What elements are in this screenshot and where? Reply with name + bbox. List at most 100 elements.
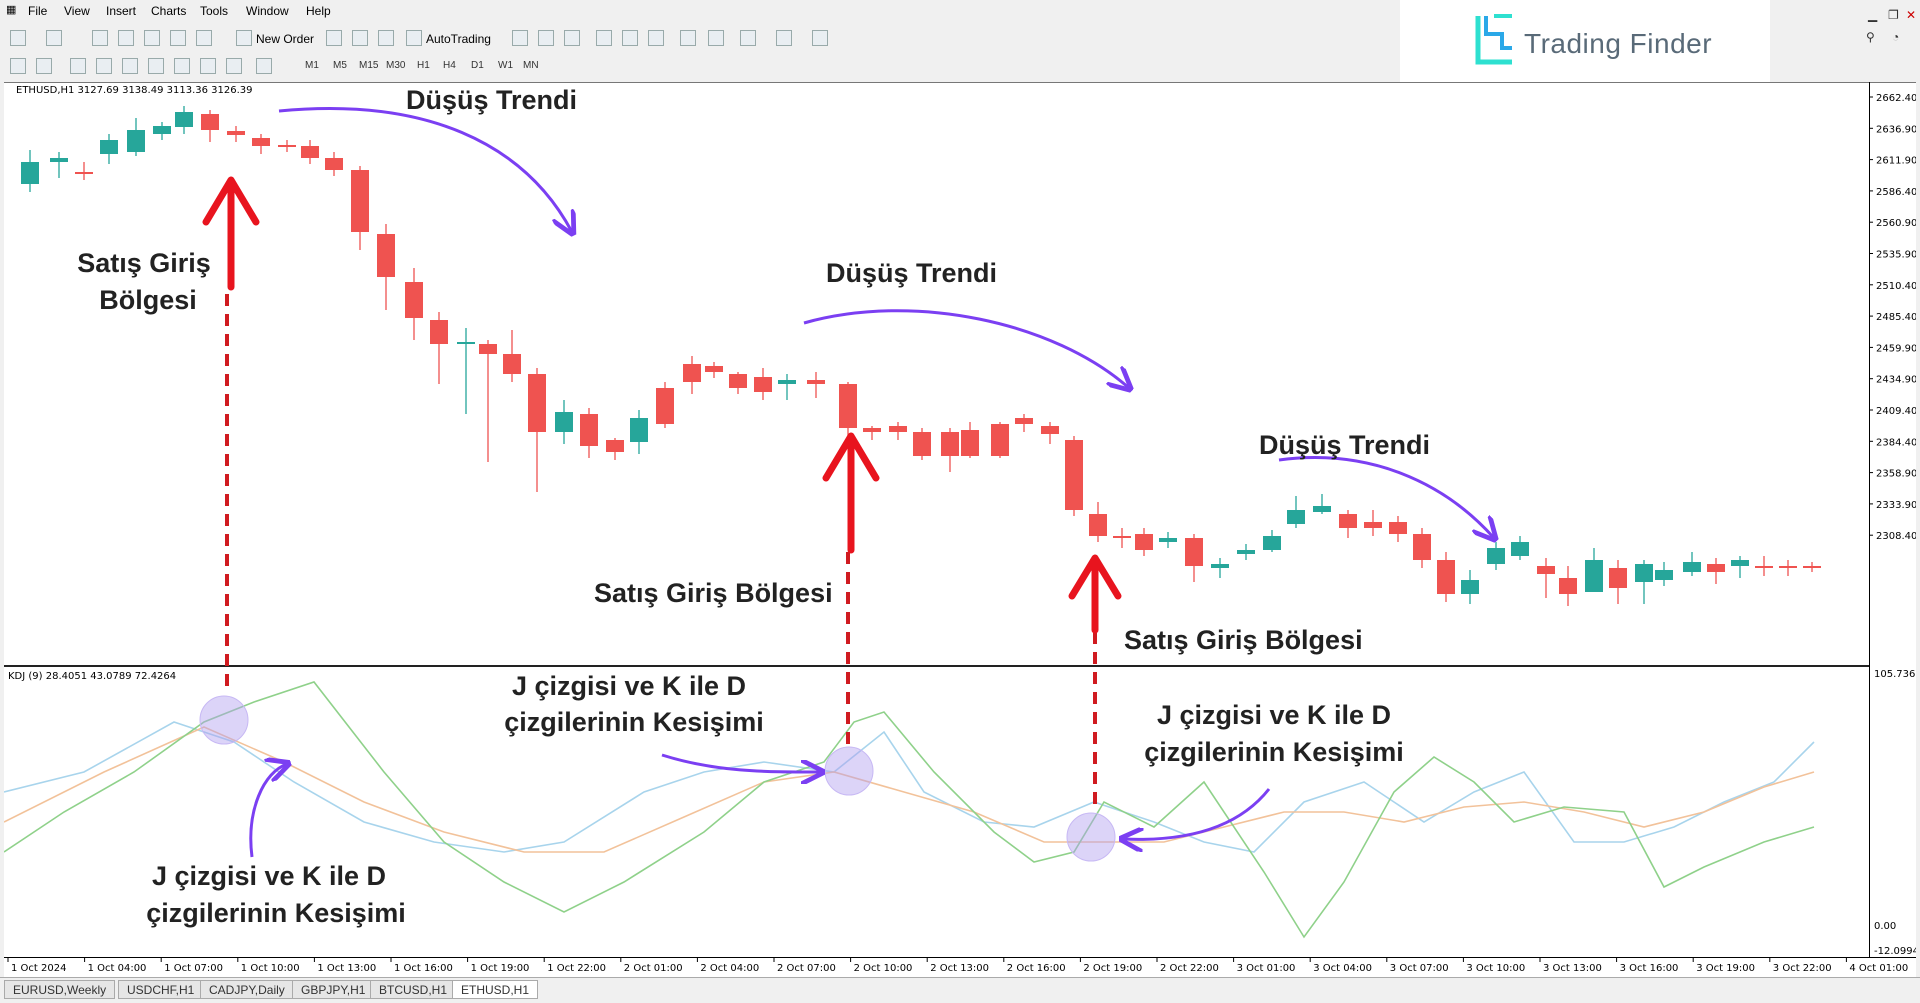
channel-icon[interactable] <box>148 58 164 74</box>
cross-label-1-line1: J çizgisi ve K ile D <box>152 861 386 891</box>
text-icon[interactable] <box>200 58 216 74</box>
zoom-in-icon[interactable] <box>596 30 612 46</box>
close-icon[interactable]: ✕ <box>1906 8 1917 22</box>
timeframe-m5[interactable]: M5 <box>333 60 347 71</box>
profiles-icon[interactable] <box>46 30 62 46</box>
zoom-out-icon[interactable] <box>622 30 638 46</box>
chart-shift-icon[interactable] <box>680 30 696 46</box>
line-chart-icon[interactable] <box>564 30 580 46</box>
autoscroll-icon[interactable] <box>708 30 724 46</box>
menu-file[interactable]: File <box>28 4 48 18</box>
bar-chart-icon[interactable] <box>512 30 528 46</box>
menu-help[interactable]: Help <box>306 4 331 18</box>
menu-insert[interactable]: Insert <box>106 4 137 18</box>
new-order-button[interactable]: New Order <box>256 32 315 46</box>
trading-finder-logo-icon <box>1475 14 1512 65</box>
terminal-icon[interactable] <box>170 30 186 46</box>
trend-label-2: Düşüş Trendi <box>826 258 997 288</box>
time-label: 3 Oct 16:00 <box>1620 963 1679 974</box>
minimize-icon[interactable]: ▁ <box>1868 8 1878 22</box>
metaeditor-icon[interactable] <box>326 30 342 46</box>
menu-window[interactable]: Window <box>246 4 289 18</box>
timeframe-m30[interactable]: M30 <box>386 60 406 71</box>
candle-body <box>50 158 68 162</box>
cross-marker-2 <box>824 746 874 796</box>
timeframe-h4[interactable]: H4 <box>443 60 456 71</box>
price-label: 2409.40 <box>1876 406 1916 417</box>
restore-icon[interactable]: ❐ <box>1888 8 1899 22</box>
candle-body <box>153 126 171 134</box>
candle-body <box>889 426 907 432</box>
signals-icon[interactable] <box>352 30 368 46</box>
templates-icon[interactable] <box>812 30 828 46</box>
cross-arrow-3 <box>1123 788 1271 839</box>
fibonacci-icon[interactable] <box>174 58 190 74</box>
price-label: 2586.40 <box>1876 187 1916 198</box>
market-icon[interactable] <box>378 30 394 46</box>
candle-body <box>1559 578 1577 594</box>
time-label: 3 Oct 22:00 <box>1773 963 1832 974</box>
menu-tools[interactable]: Tools <box>200 4 229 18</box>
tab-ethusd[interactable]: ETHUSD,H1 <box>452 980 539 999</box>
indicators-icon[interactable] <box>740 30 756 46</box>
candle-body <box>1185 538 1203 566</box>
navigator-icon[interactable] <box>144 30 160 46</box>
autotrading-icon[interactable] <box>406 30 422 46</box>
cursor-icon[interactable] <box>10 58 26 74</box>
data-window-icon[interactable] <box>118 30 134 46</box>
candle-body <box>377 234 395 277</box>
red-up-arrow-1 <box>202 176 260 291</box>
candle-body <box>175 112 193 127</box>
candle-body <box>1263 536 1281 550</box>
timeframe-m15[interactable]: M15 <box>359 60 379 71</box>
crosshair-icon[interactable] <box>36 58 52 74</box>
timeframe-d1[interactable]: D1 <box>471 60 484 71</box>
arrows-icon[interactable] <box>256 58 272 74</box>
time-label: 3 Oct 01:00 <box>1237 963 1296 974</box>
price-label: 2434.90 <box>1876 375 1916 386</box>
search-icon[interactable]: ⚲ <box>1866 30 1875 44</box>
tester-icon[interactable] <box>196 30 212 46</box>
brand-logo: Trading Finder <box>1400 0 1770 82</box>
tab-btcusd[interactable]: BTCUSD,H1 <box>370 980 457 999</box>
timeframe-w1[interactable]: W1 <box>498 60 513 71</box>
new-order-icon[interactable] <box>236 30 252 46</box>
tab-eurusd[interactable]: EURUSD,Weekly <box>4 980 116 999</box>
community-icon[interactable]: ◔ <box>1892 30 1900 44</box>
trend-label-3: Düşüş Trendi <box>1259 430 1430 460</box>
candle-body <box>1437 560 1455 594</box>
new-chart-icon[interactable] <box>10 30 26 46</box>
kdj-lines <box>4 681 1815 939</box>
candle-body <box>1364 522 1382 528</box>
timeframe-m1[interactable]: M1 <box>305 60 319 71</box>
candle-body <box>75 172 93 174</box>
vertical-line-icon[interactable] <box>70 58 86 74</box>
candles <box>21 106 1821 606</box>
candlestick-icon[interactable] <box>538 30 554 46</box>
timeframe-mn[interactable]: MN <box>523 60 539 71</box>
horizontal-line-icon[interactable] <box>96 58 112 74</box>
menu-view[interactable]: View <box>64 4 90 18</box>
menu-charts[interactable]: Charts <box>151 4 187 18</box>
entry-label-1-line2: Bölgesi <box>99 285 197 315</box>
tab-gbpjpy[interactable]: GBPJPY,H1 <box>292 980 375 999</box>
autotrading-button[interactable]: AutoTrading <box>426 32 491 46</box>
timeframe-h1[interactable]: H1 <box>417 60 430 71</box>
candle-body <box>301 146 319 158</box>
time-label: 3 Oct 04:00 <box>1313 963 1372 974</box>
price-chart[interactable]: ETHUSD,H1 3127.69 3138.49 3113.36 3126.3… <box>4 82 1916 977</box>
tab-usdchf[interactable]: USDCHF,H1 <box>118 980 204 999</box>
candle-body <box>1511 542 1529 556</box>
kdj-d-line <box>4 726 1815 853</box>
trendline-icon[interactable] <box>122 58 138 74</box>
candle-body <box>606 440 624 452</box>
candle-body <box>1313 506 1331 512</box>
tab-cadjpy[interactable]: CADJPY,Daily <box>200 980 294 999</box>
candle-body <box>683 364 701 382</box>
text-label-icon[interactable] <box>226 58 242 74</box>
cross-label-3-line1: J çizgisi ve K ile D <box>1157 700 1391 730</box>
cross-label-1-line2: çizgilerinin Kesişimi <box>146 898 406 928</box>
market-watch-icon[interactable] <box>92 30 108 46</box>
tile-windows-icon[interactable] <box>648 30 664 46</box>
periods-icon[interactable] <box>776 30 792 46</box>
